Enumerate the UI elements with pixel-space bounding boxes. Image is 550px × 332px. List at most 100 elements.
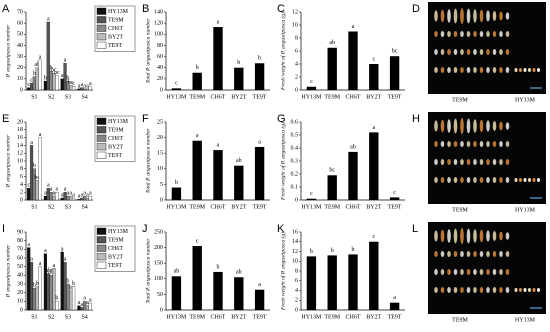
bar xyxy=(63,63,67,91)
legend-frame xyxy=(94,225,136,272)
x-tick-label: HY13M xyxy=(166,94,187,100)
specimen xyxy=(505,251,510,257)
specimen xyxy=(434,230,438,242)
specimen xyxy=(447,229,451,243)
specimen xyxy=(505,67,510,73)
legend-swatch xyxy=(96,33,107,41)
bar xyxy=(213,27,223,91)
specimen xyxy=(514,68,518,72)
specimen xyxy=(479,31,484,37)
bar xyxy=(171,88,182,90)
bar-letter: c xyxy=(30,78,33,84)
legend-label: HY13M xyxy=(108,9,129,15)
specimen xyxy=(434,287,438,293)
specimen xyxy=(440,119,445,133)
specimen xyxy=(479,9,484,23)
bar xyxy=(38,137,42,201)
x-tick-label: S4 xyxy=(81,204,87,210)
panel-letter: E xyxy=(2,113,9,125)
bar xyxy=(63,262,67,311)
bar xyxy=(192,140,202,200)
specimen xyxy=(499,177,503,183)
y-tick-label: 4 xyxy=(295,288,298,294)
y-tick-label: 50 xyxy=(157,292,163,298)
y-tick-label: 140 xyxy=(154,9,163,15)
bar xyxy=(348,31,358,90)
legend-swatch xyxy=(96,41,107,49)
bar xyxy=(327,47,337,90)
specimen xyxy=(434,269,438,275)
specimen xyxy=(486,10,490,22)
y-tick-label: 0 xyxy=(295,197,298,203)
bar xyxy=(88,195,92,201)
specimen xyxy=(486,269,490,275)
bar-letter: ab xyxy=(174,269,180,275)
legend-label: HY13M xyxy=(108,229,129,235)
bar xyxy=(55,301,59,311)
specimen xyxy=(492,31,497,37)
x-tick-label: TE9M xyxy=(189,204,205,210)
x-tick-label: HY13M xyxy=(301,204,322,210)
y-axis-label: Total P. angustipasca number xyxy=(145,238,151,304)
specimen xyxy=(460,269,464,275)
specimen xyxy=(453,31,458,37)
specimen xyxy=(505,232,510,240)
bar xyxy=(29,262,34,311)
bar xyxy=(71,86,76,91)
x-tick-label: TE9M xyxy=(189,314,205,320)
bar-letter: ab xyxy=(34,62,40,68)
specimen xyxy=(466,67,471,73)
bar-letter: bc xyxy=(51,68,57,74)
y-axis-label: P. angustipasca number xyxy=(5,244,11,298)
specimen xyxy=(466,118,471,134)
bar xyxy=(306,86,317,90)
specimen xyxy=(434,159,438,165)
specimen xyxy=(479,49,484,55)
y-tick-label: 2 xyxy=(295,298,298,304)
specimen xyxy=(505,31,510,37)
bar xyxy=(348,254,358,310)
specimen xyxy=(528,288,531,292)
specimen xyxy=(528,178,531,182)
specimen xyxy=(460,49,464,55)
panel-letter: G xyxy=(277,113,286,125)
bar-letter: bc xyxy=(54,70,60,76)
legend-label: CH6T xyxy=(108,26,123,32)
legend-swatch xyxy=(96,126,107,134)
x-tick-label: S1 xyxy=(31,204,37,210)
specimen xyxy=(523,288,527,292)
specimen xyxy=(505,141,510,147)
legend-label: TE9M xyxy=(108,237,124,243)
y-tick-label: 12 xyxy=(292,249,298,255)
bar-letter: b xyxy=(217,264,220,270)
specimen xyxy=(499,287,503,293)
specimen xyxy=(499,269,503,275)
bar-letter: b xyxy=(237,60,240,66)
bar-letter: b xyxy=(69,285,72,291)
bar-letter: b xyxy=(36,281,39,287)
specimen xyxy=(479,67,484,73)
bar-letter: bc xyxy=(329,168,335,174)
specimen xyxy=(486,251,490,257)
y-axis-label: Total P. angustipasca number xyxy=(145,128,151,194)
bar-letter: c xyxy=(393,190,396,196)
specimen xyxy=(447,49,451,55)
specimen xyxy=(492,141,497,147)
specimen xyxy=(453,159,458,165)
photo-label: TE9M xyxy=(452,317,468,323)
legend-frame xyxy=(94,5,136,52)
x-tick-label: HY13M xyxy=(301,314,322,320)
y-tick-label: 250 xyxy=(154,229,163,235)
legend-swatch xyxy=(96,24,107,32)
specimen xyxy=(486,67,490,73)
specimen xyxy=(453,287,458,293)
y-tick-label: 0 xyxy=(20,307,23,313)
y-tick-label: 200 xyxy=(154,245,163,251)
bar-letter: ab xyxy=(48,270,54,276)
y-tick-label: 10 xyxy=(292,22,298,28)
y-tick-label: 100 xyxy=(154,32,163,38)
specimen xyxy=(492,159,497,165)
specimen xyxy=(532,288,536,292)
legend-label: HY13M xyxy=(108,119,129,125)
bar-letter: b xyxy=(33,283,36,289)
